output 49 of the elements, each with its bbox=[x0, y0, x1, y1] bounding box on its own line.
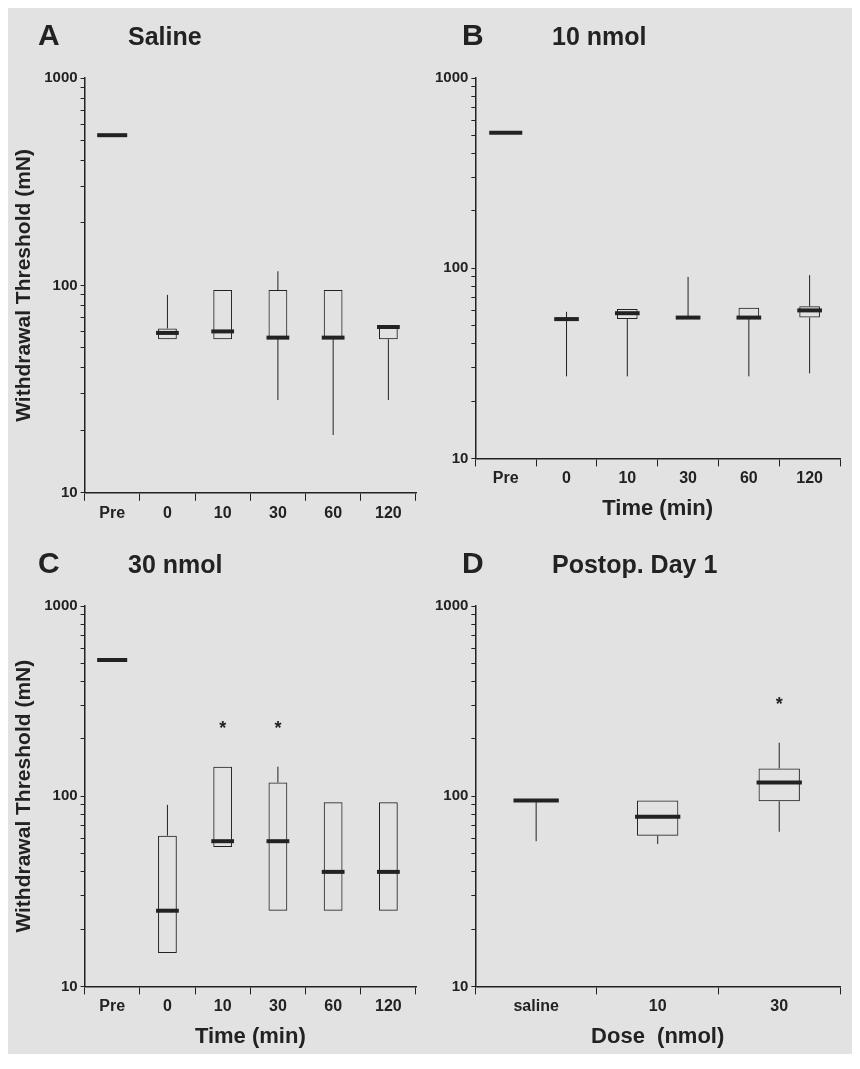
x-tick-label: 60 bbox=[324, 503, 343, 521]
annotation: * bbox=[775, 693, 783, 714]
x-tick-label: Pre bbox=[99, 997, 126, 1015]
chart-subtitle: 30 nmol bbox=[128, 550, 223, 579]
y-tick-label: 10 bbox=[451, 448, 469, 466]
x-axis-title: Dose (nmol) bbox=[591, 1022, 725, 1048]
x-axis-title: Time (min) bbox=[194, 1022, 306, 1048]
y-tick-label: 1000 bbox=[44, 68, 78, 86]
x-tick-label: 30 bbox=[269, 997, 287, 1015]
x-tick-label: Pre bbox=[99, 503, 126, 521]
y-axis-title: Withdrawal Threshold (mN) bbox=[11, 659, 35, 933]
x-axis-title: Time (min) bbox=[602, 494, 714, 520]
y-tick-label: 100 bbox=[52, 275, 78, 293]
annotation: * bbox=[219, 717, 227, 738]
chart-title: A bbox=[38, 18, 61, 52]
chart-title: B bbox=[462, 18, 485, 52]
x-tick-label: 10 bbox=[648, 997, 667, 1015]
y-tick-label: 100 bbox=[443, 786, 469, 804]
chart-subtitle: 10 nmol bbox=[552, 22, 647, 51]
x-tick-label: 10 bbox=[213, 997, 232, 1015]
x-tick-label: 0 bbox=[162, 503, 172, 521]
chart-subtitle: Postop. Day 1 bbox=[552, 550, 718, 579]
x-tick-label: 10 bbox=[213, 503, 232, 521]
x-tick-label: 120 bbox=[796, 469, 824, 487]
y-tick-label: 1000 bbox=[44, 596, 78, 614]
chart-title: D bbox=[462, 546, 485, 580]
x-tick-label: 30 bbox=[679, 469, 698, 487]
y-tick-label: 100 bbox=[443, 258, 469, 276]
y-tick-label: 10 bbox=[451, 976, 469, 994]
x-tick-label: 120 bbox=[375, 503, 402, 521]
y-tick-label: 1000 bbox=[434, 596, 469, 614]
x-tick-label: 0 bbox=[162, 997, 172, 1015]
x-tick-label: 30 bbox=[770, 997, 789, 1015]
x-tick-label: 30 bbox=[269, 503, 287, 521]
x-tick-label: 60 bbox=[324, 997, 343, 1015]
x-tick-label: Pre bbox=[492, 469, 519, 487]
x-tick-label: 120 bbox=[375, 997, 402, 1015]
x-tick-label: 10 bbox=[618, 469, 637, 487]
x-tick-label: 60 bbox=[739, 469, 758, 487]
y-tick-label: 1000 bbox=[434, 68, 469, 86]
y-tick-label: 10 bbox=[60, 482, 78, 500]
annotation: * bbox=[274, 717, 282, 738]
y-tick-label: 10 bbox=[60, 976, 78, 994]
chart-title: C bbox=[38, 546, 61, 580]
chart-subtitle: Saline bbox=[128, 22, 202, 51]
y-tick-label: 100 bbox=[52, 786, 78, 804]
y-axis-title: Withdrawal Threshold (mN) bbox=[11, 148, 35, 422]
x-tick-label: saline bbox=[513, 997, 559, 1015]
x-tick-label: 0 bbox=[562, 469, 572, 487]
